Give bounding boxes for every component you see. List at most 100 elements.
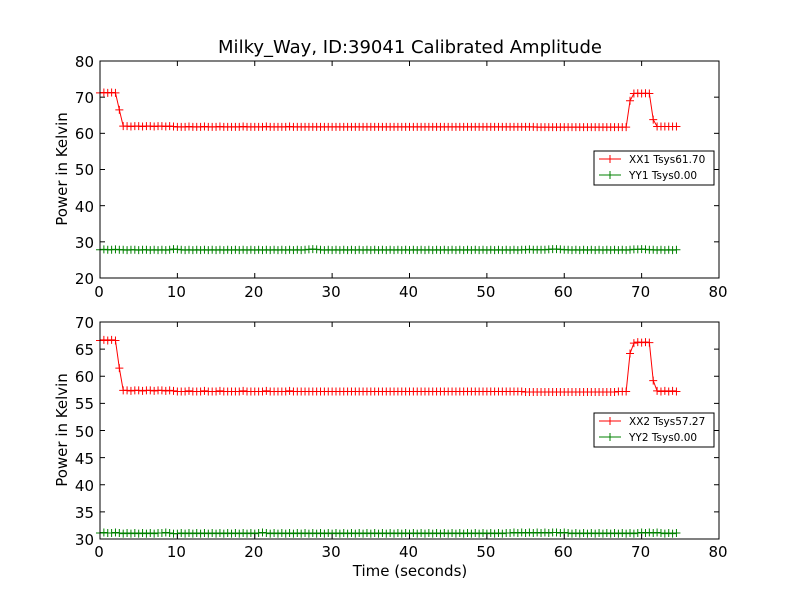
bottom-data-point-xx2 (103, 336, 112, 345)
top-ytick-label: 80 (75, 53, 94, 71)
top-xtick-label: 80 (708, 283, 727, 301)
top-plot: Milky_Way, ID:39041 Calibrated Amplitude… (53, 37, 728, 301)
bottom-data-point-yy2 (533, 528, 542, 537)
bottom-xtick-label: 20 (244, 543, 263, 561)
bottom-data-point-yy2 (587, 529, 596, 538)
top-xtick-label: 30 (322, 283, 341, 301)
bottom-data-point-yy2 (598, 529, 607, 538)
bottom-data-point-yy2 (212, 529, 221, 538)
bottom-data-point-yy2 (254, 529, 263, 538)
bottom-data-point-xx2 (196, 387, 205, 396)
bottom-data-point-yy2 (513, 529, 522, 538)
bottom-data-point-xx2 (181, 387, 190, 396)
bottom-xtick-label: 30 (322, 543, 341, 561)
bottom-data-point-yy2 (467, 529, 476, 538)
top-plot-title: Milky_Way, ID:39041 Calibrated Amplitude (218, 37, 602, 58)
bottom-data-point-yy2 (111, 528, 120, 537)
bottom-data-point-xx2 (239, 386, 248, 395)
bottom-data-point-yy2 (181, 529, 190, 538)
bottom-data-point-yy2 (219, 529, 228, 538)
bottom-data-point-yy2 (239, 529, 248, 538)
bottom-data-point-yy2 (629, 529, 638, 538)
bottom-data-point-yy2 (277, 529, 286, 538)
bottom-data-point-yy2 (184, 529, 193, 538)
bottom-data-point-yy2 (115, 529, 124, 538)
bottom-data-point-yy2 (525, 528, 534, 537)
bottom-data-point-yy2 (386, 529, 395, 538)
top-xtick-label: 50 (476, 283, 495, 301)
top-ytick-label: 40 (75, 198, 94, 216)
top-xtick-label: 40 (399, 283, 418, 301)
bottom-data-point-yy2 (316, 529, 325, 538)
bottom-data-point-yy2 (324, 529, 333, 538)
bottom-data-point-yy2 (649, 529, 658, 538)
top-data-point-yy1 (672, 245, 681, 254)
top-y-axis-label: Power in Kelvin (53, 112, 71, 226)
bottom-data-point-yy2 (188, 529, 197, 538)
bottom-data-point-yy2 (486, 529, 495, 538)
bottom-data-point-yy2 (436, 529, 445, 538)
bottom-data-point-xx2 (258, 387, 267, 396)
bottom-data-point-yy2 (343, 529, 352, 538)
bottom-data-point-yy2 (606, 529, 615, 538)
bottom-data-point-yy2 (161, 528, 170, 537)
top-data-point-xx1 (626, 96, 635, 105)
bottom-data-point-xx2 (111, 336, 120, 345)
bottom-data-point-yy2 (517, 528, 526, 537)
bottom-ytick-label: 50 (75, 423, 94, 441)
top-legend-label-yy1: YY1 Tsys0.00 (628, 170, 697, 182)
bottom-data-point-yy2 (235, 529, 244, 538)
bottom-data-point-yy2 (281, 529, 290, 538)
bottom-y-axis-label: Power in Kelvin (53, 373, 71, 487)
bottom-data-point-yy2 (656, 529, 665, 538)
bottom-data-point-yy2 (130, 529, 139, 538)
top-legend-marker-xx1 (606, 155, 614, 163)
bottom-ytick-label: 35 (75, 504, 94, 522)
bottom-data-point-yy2 (591, 529, 600, 538)
bottom-data-point-yy2 (339, 529, 348, 538)
bottom-data-point-xx2 (115, 364, 124, 373)
top-data-point-yy1 (165, 245, 174, 254)
bottom-data-point-xx2 (150, 386, 159, 395)
bottom-ytick-label: 30 (75, 531, 94, 549)
bottom-data-point-yy2 (301, 529, 310, 538)
bottom-data-point-yy2 (285, 529, 294, 538)
bottom-legend-marker-xx2 (606, 417, 614, 425)
bottom-data-point-yy2 (432, 529, 441, 538)
top-xtick-label: 60 (554, 283, 573, 301)
bottom-data-point-yy2 (393, 529, 402, 538)
top-xtick-label: 0 (94, 283, 104, 301)
bottom-legend-label-yy2: YY2 Tsys0.00 (628, 432, 697, 444)
bottom-xtick-label: 80 (708, 543, 727, 561)
bottom-data-point-yy2 (479, 529, 488, 538)
bottom-data-point-xx2 (641, 338, 650, 347)
bottom-data-point-yy2 (622, 529, 631, 538)
bottom-data-point-yy2 (556, 529, 565, 538)
bottom-data-point-yy2 (583, 529, 592, 538)
bottom-data-point-xx2 (161, 386, 170, 395)
top-data-point-xx1 (672, 122, 681, 131)
bottom-data-point-yy2 (359, 529, 368, 538)
bottom-data-point-yy2 (633, 529, 642, 538)
bottom-xtick-label: 0 (94, 543, 104, 561)
bottom-xtick-label: 10 (167, 543, 186, 561)
bottom-data-point-xx2 (99, 335, 108, 344)
bottom-data-point-yy2 (490, 529, 499, 538)
bottom-data-point-yy2 (579, 529, 588, 538)
top-ticks: 0 10 20 30 40 50 60 70 80 20 30 40 50 60… (75, 53, 728, 301)
bottom-plot: 0 10 20 30 40 50 60 70 80 30 35 40 45 50… (53, 314, 728, 580)
bottom-ytick-label: 55 (75, 395, 94, 413)
bottom-data-point-yy2 (614, 529, 623, 538)
bottom-data-point-yy2 (672, 529, 681, 538)
bottom-data-point-yy2 (223, 529, 232, 538)
bottom-data-point-yy2 (660, 529, 669, 538)
bottom-data-point-yy2 (602, 529, 611, 538)
bottom-xtick-label: 60 (554, 543, 573, 561)
bottom-data-point-yy2 (331, 529, 340, 538)
top-legend-box (593, 150, 715, 186)
bottom-data-point-yy2 (455, 529, 464, 538)
bottom-legend-marker-yy2 (606, 433, 614, 441)
bottom-data-point-yy2 (134, 529, 143, 538)
bottom-data-point-yy2 (444, 529, 453, 538)
